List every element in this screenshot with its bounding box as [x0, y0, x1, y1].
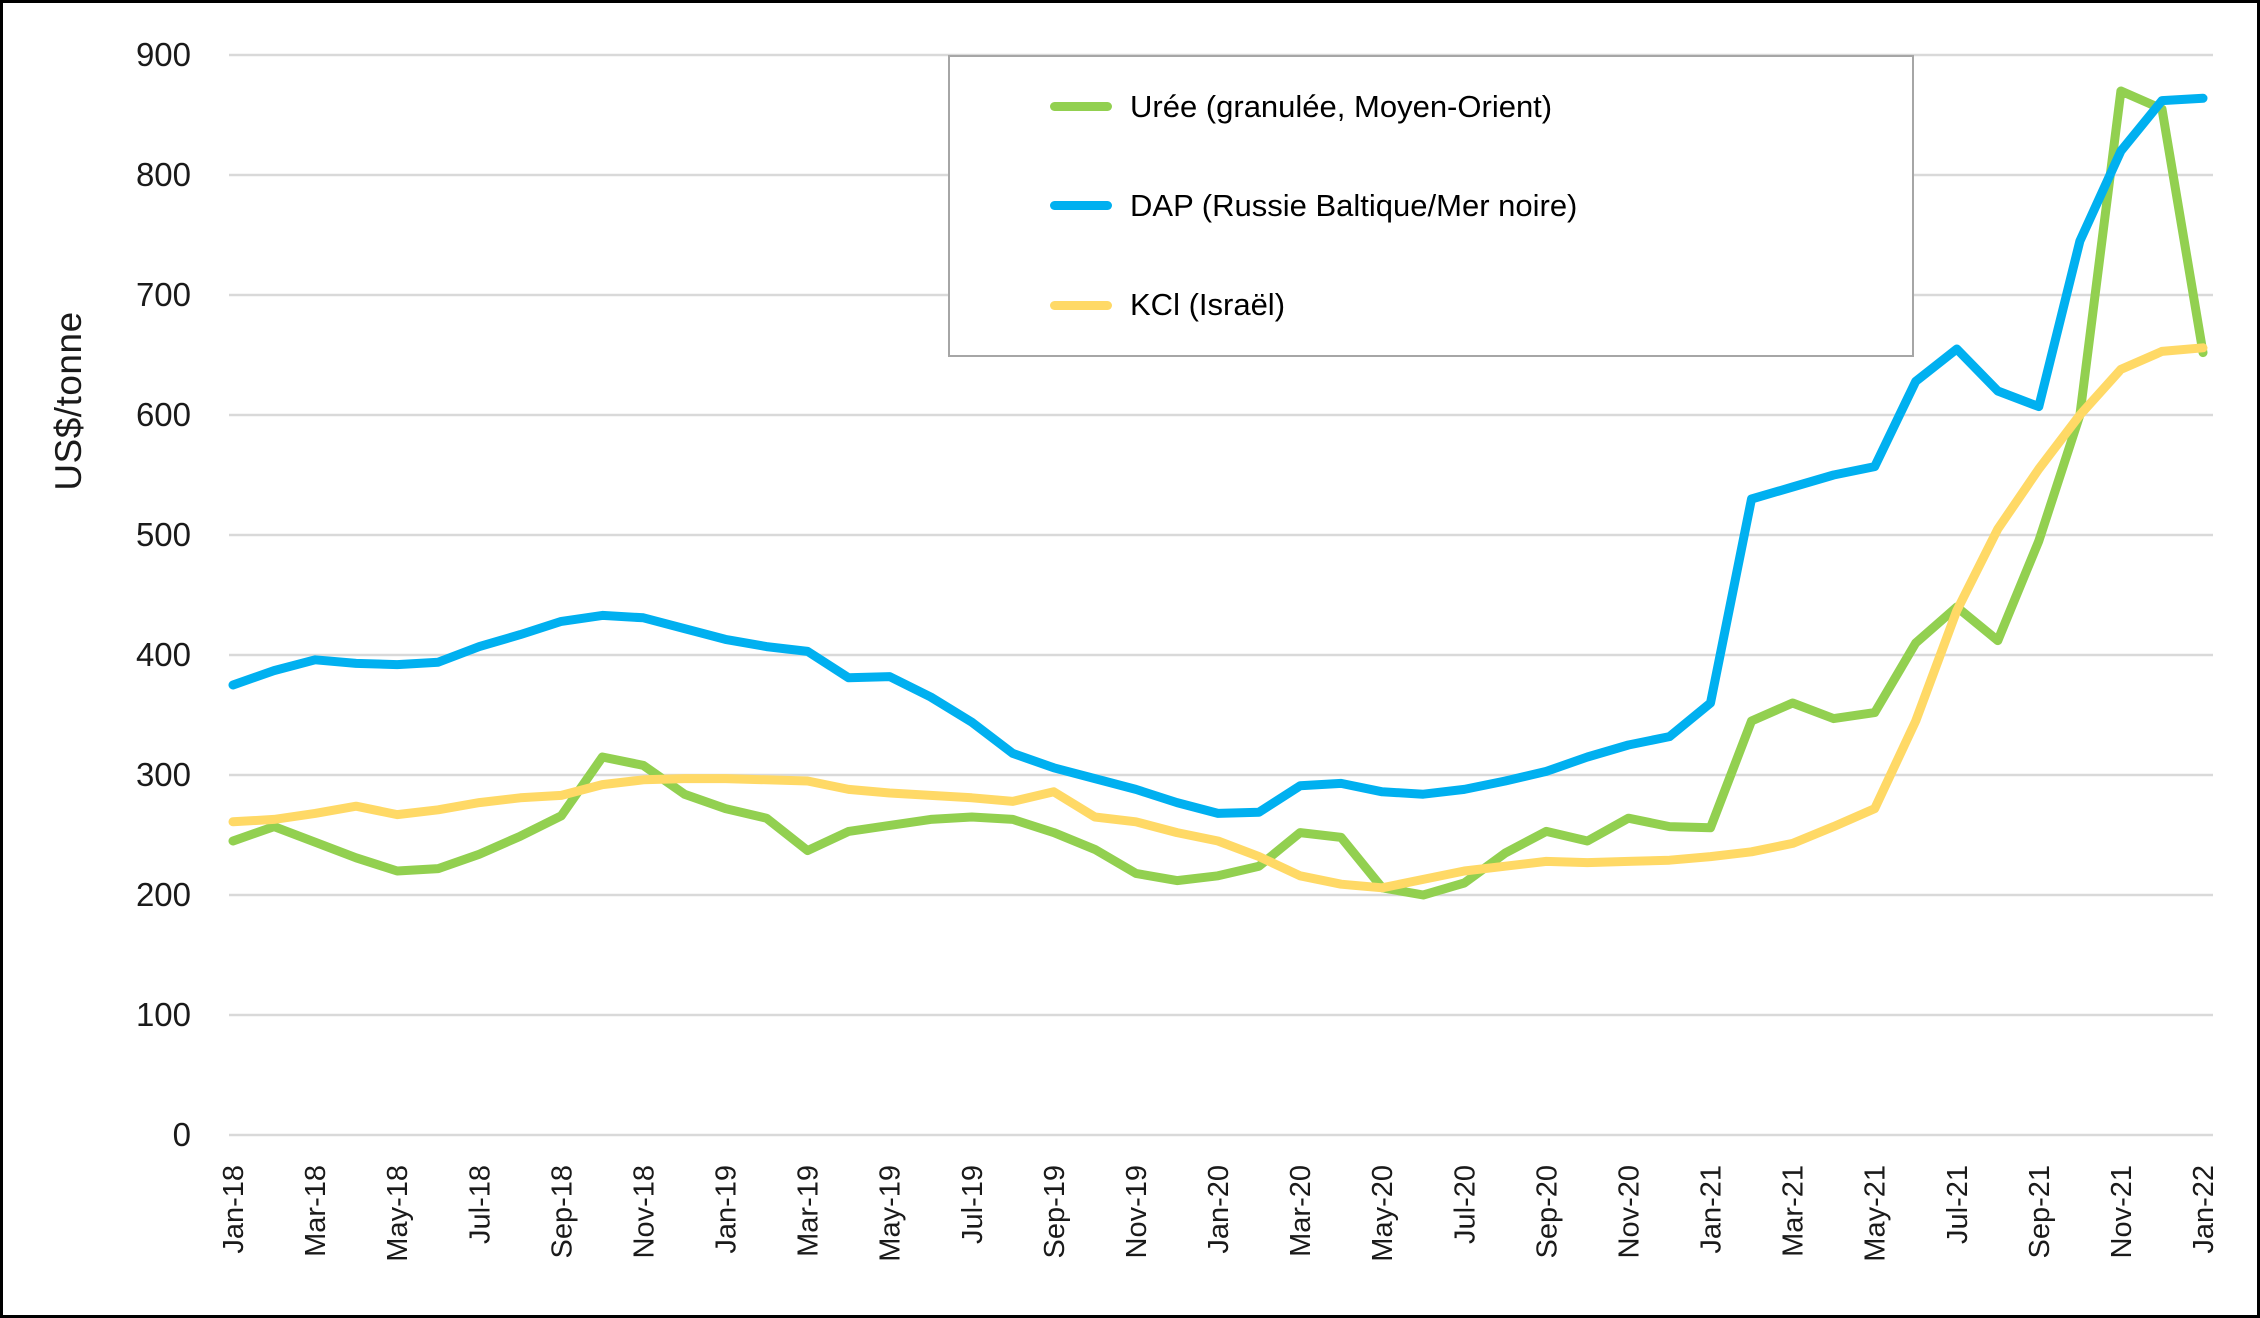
- x-tick-label: May-18: [382, 1165, 414, 1262]
- series-line-0: [228, 86, 2208, 900]
- y-tick-label: 300: [136, 756, 191, 793]
- x-tick-label: Mar-20: [1285, 1165, 1317, 1257]
- y-tick-label: 100: [136, 996, 191, 1033]
- x-tick-label: May-19: [875, 1165, 907, 1262]
- x-tick-label: Nov-18: [628, 1165, 660, 1259]
- legend: Urée (granulée, Moyen-Orient) DAP (Russi…: [948, 55, 1914, 357]
- legend-label-uree: Urée (granulée, Moyen-Orient): [1130, 88, 1553, 124]
- x-tick-label: Jan-22: [2188, 1165, 2220, 1254]
- x-tick-label: Jan-21: [1696, 1165, 1728, 1254]
- x-tick-label: Jul-20: [1449, 1165, 1481, 1244]
- x-tick-label: Nov-19: [1121, 1165, 1153, 1259]
- y-tick-label: 400: [136, 636, 191, 673]
- x-tick-label: Jan-20: [1203, 1165, 1235, 1254]
- x-tick-label: Nov-21: [2106, 1165, 2138, 1259]
- y-axis-title: US$/tonne: [48, 311, 89, 491]
- x-tick-label: Jul-19: [957, 1165, 989, 1244]
- legend-item-kcl: KCl (Israël): [1050, 287, 1912, 323]
- x-tick-label: Sep-19: [1039, 1165, 1071, 1259]
- x-tick-label: Sep-18: [546, 1165, 578, 1259]
- y-tick-label: 0: [173, 1116, 191, 1153]
- uree-line-swatch-icon: [1050, 102, 1112, 112]
- x-tick-label: May-21: [1860, 1165, 1892, 1262]
- x-tick-label: Sep-21: [2024, 1165, 2056, 1259]
- legend-item-uree: Urée (granulée, Moyen-Orient): [1050, 89, 1912, 125]
- y-tick-label: 500: [136, 516, 191, 553]
- legend-label-dap: DAP (Russie Baltique/Mer noire): [1130, 187, 1578, 223]
- y-tick-label: 200: [136, 876, 191, 913]
- x-tick-label: Mar-19: [793, 1165, 825, 1257]
- x-tick-label: Sep-20: [1531, 1165, 1563, 1259]
- series-line-2: [228, 343, 2208, 893]
- dap-line-swatch-icon: [1050, 201, 1112, 211]
- y-tick-label: 700: [136, 276, 191, 313]
- x-tick-label: Mar-18: [300, 1165, 332, 1257]
- price-line-chart: 0 100 200 300 400 500 600 700 800 900 Jan-18 Mar-18…: [136, 36, 2220, 1262]
- kcl-line-swatch-icon: [1050, 300, 1112, 310]
- y-tick-label: 800: [136, 156, 191, 193]
- legend-item-dap: DAP (Russie Baltique/Mer noire): [1050, 188, 1912, 224]
- y-tick-label: 600: [136, 396, 191, 433]
- x-tick-label: May-20: [1367, 1165, 1399, 1262]
- x-tick-label: Mar-21: [1778, 1165, 1810, 1257]
- y-tick-label: 900: [136, 36, 191, 73]
- series-line-1: [228, 93, 2208, 818]
- x-tick-label: Jul-21: [1942, 1165, 1974, 1244]
- x-tick-label: Jan-19: [711, 1165, 743, 1254]
- x-tick-label: Nov-20: [1613, 1165, 1645, 1259]
- x-tick-label: Jul-18: [464, 1165, 496, 1244]
- legend-label-kcl: KCl (Israël): [1130, 287, 1286, 323]
- x-tick-label: Jan-18: [218, 1165, 250, 1254]
